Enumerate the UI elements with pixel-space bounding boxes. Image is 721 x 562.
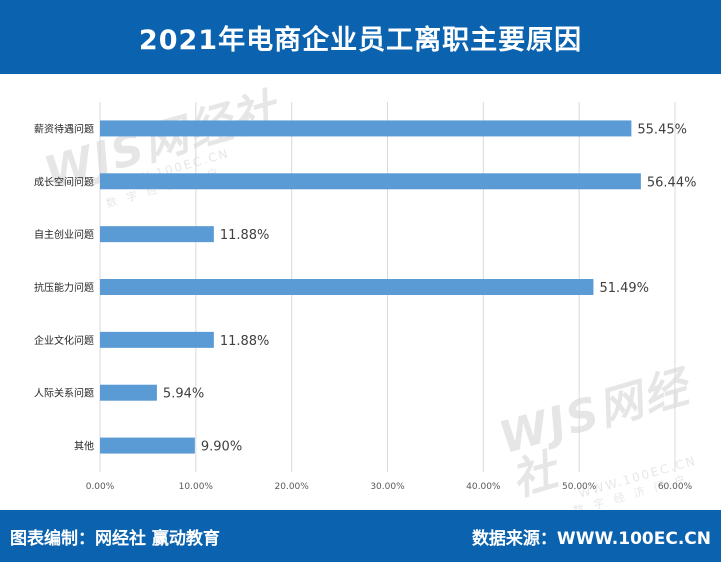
- x-tick-label: 0.00%: [86, 482, 115, 492]
- bar: [100, 226, 214, 243]
- data-label: 51.49%: [599, 281, 649, 296]
- category-label: 自主创业问题: [34, 228, 94, 241]
- category-label: 人际关系问题: [34, 387, 94, 400]
- category-label: 抗压能力问题: [34, 281, 94, 294]
- data-label: 5.94%: [163, 387, 204, 402]
- footer-banner: 图表编制：网经社 赢动教育 数据来源：WWW.100EC.CN: [0, 510, 721, 562]
- category-label: 其他: [74, 440, 94, 453]
- x-tick-label: 40.00%: [466, 482, 501, 492]
- bar: [100, 384, 157, 401]
- bar: [100, 279, 594, 295]
- data-label: 56.44%: [647, 175, 697, 190]
- data-label: 11.88%: [220, 228, 270, 243]
- x-tick-label: 30.00%: [370, 482, 405, 492]
- bar: [100, 173, 641, 190]
- bar: [100, 331, 214, 348]
- header-banner: 2021年电商企业员工离职主要原因: [0, 0, 721, 74]
- x-tick-label: 50.00%: [562, 482, 597, 492]
- x-tick-label: 60.00%: [658, 482, 693, 492]
- data-label: 11.88%: [220, 334, 270, 349]
- footer-credit: 图表编制：网经社 赢动教育: [10, 529, 220, 549]
- bar: [100, 120, 632, 137]
- x-tick-label: 10.00%: [179, 482, 214, 492]
- data-label: 55.45%: [637, 122, 687, 137]
- x-tick-label: 20.00%: [275, 482, 310, 492]
- data-label: 9.90%: [201, 440, 242, 455]
- chart-area: WJS网经社 WWW.100EC.CN 数字经济门户 WJS网经社 WWW.10…: [0, 74, 721, 518]
- category-label: 薪资待遇问题: [34, 122, 94, 135]
- page-title: 2021年电商企业员工离职主要原因: [138, 24, 583, 56]
- category-label: 企业文化问题: [34, 334, 94, 347]
- category-label: 成长空间问题: [34, 175, 94, 188]
- bar-chart: 0.00% 10.00% 20.00% 30.00% 40.00% 50.00% 60.00…: [34, 102, 697, 492]
- footer-source: 数据来源：WWW.100EC.CN: [471, 529, 711, 549]
- bar: [100, 437, 195, 454]
